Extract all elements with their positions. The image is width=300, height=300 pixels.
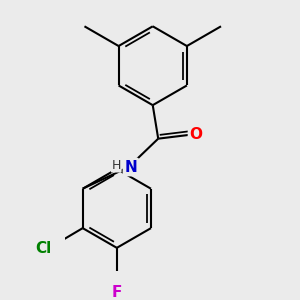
Text: F: F <box>112 285 122 300</box>
Text: H: H <box>112 159 121 172</box>
Text: O: O <box>190 127 202 142</box>
Text: Cl: Cl <box>35 242 51 256</box>
Text: N: N <box>124 160 137 175</box>
